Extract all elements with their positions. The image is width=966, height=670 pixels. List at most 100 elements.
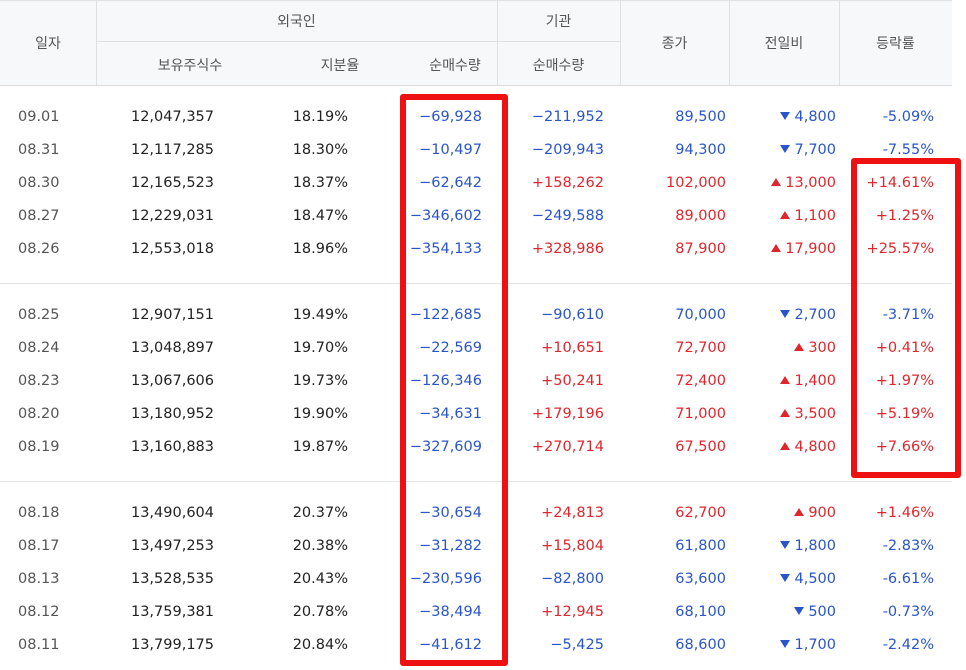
rate-cell: -6.61% [882,571,934,587]
holdings-cell: 13,180,952 [130,406,214,422]
rate-cell: +25.57% [866,241,934,257]
institution-net-cell: +270,714 [531,439,604,455]
ratio-cell: 20.37% [292,505,348,521]
close-cell: 67,500 [675,439,726,455]
foreign-net-cell: −38,494 [419,604,482,620]
foreign-net-cell: −69,928 [419,109,482,125]
holdings-cell: 13,160,883 [130,439,214,455]
triangle-down-icon [780,310,791,318]
ratio-cell: 19.70% [292,340,348,356]
group-separator [0,283,952,284]
ratio-cell: 19.87% [292,439,348,455]
rate-cell: +5.19% [875,406,934,422]
close-cell: 70,000 [675,307,726,323]
foreign-net-cell: −122,685 [409,307,482,323]
institution-net-cell: −5,425 [550,637,604,653]
holdings-cell: 13,497,253 [130,538,214,554]
header-divider [839,1,840,85]
change-cell: 3,500 [740,398,836,431]
rate-cell: -2.83% [882,538,934,554]
change-cell: 1,800 [740,530,836,563]
header-divider [96,1,97,85]
table-row: 08.17 13,497,253 20.38% −31,282 +15,804 61,80… [0,530,952,563]
triangle-down-icon [794,607,805,615]
institution-net-cell: +179,196 [531,406,604,422]
triangle-down-icon [780,541,791,549]
triangle-up-icon [780,376,791,384]
date-cell: 08.23 [18,373,60,389]
holdings-cell: 13,528,535 [130,571,214,587]
change-value: 7,700 [794,142,836,158]
change-cell: 1,400 [740,365,836,398]
holdings-cell: 13,759,381 [130,604,214,620]
table-row: 08.11 13,799,175 20.84% −41,612 −5,425 68,600… [0,629,952,662]
change-value: 13,000 [785,175,836,191]
holdings-cell: 12,047,357 [130,109,214,125]
close-cell: 102,000 [666,175,726,191]
change-value: 300 [808,340,836,356]
table-row: 08.31 12,117,285 18.30% −10,497 −209,943 94,3… [0,134,952,167]
change-cell: 1,700 [740,629,836,662]
header-foreign-group: 외국인 [277,14,316,30]
header-date: 일자 [35,36,61,52]
change-cell: 2,700 [740,299,836,332]
rate-cell: +0.41% [875,340,934,356]
change-cell: 17,900 [740,233,836,266]
triangle-down-icon [780,574,791,582]
change-cell: 300 [740,332,836,365]
change-value: 4,800 [794,439,836,455]
foreign-net-cell: −126,346 [409,373,482,389]
change-cell: 500 [740,596,836,629]
header-divider [497,1,498,85]
rate-cell: -7.55% [882,142,934,158]
ratio-cell: 19.73% [292,373,348,389]
triangle-up-icon [794,343,805,351]
change-cell: 4,800 [740,431,836,464]
rate-cell: +1.97% [875,373,934,389]
change-cell: 1,100 [740,200,836,233]
institution-net-cell: +12,945 [541,604,604,620]
change-value: 2,700 [794,307,836,323]
institution-net-cell: −209,943 [531,142,604,158]
institution-net-cell: +328,986 [531,241,604,257]
close-cell: 68,600 [675,637,726,653]
foreign-net-cell: −41,612 [419,637,482,653]
ratio-cell: 18.30% [292,142,348,158]
table-row: 08.12 13,759,381 20.78% −38,494 +12,945 68,10… [0,596,952,629]
date-cell: 09.01 [18,109,60,125]
ratio-cell: 20.38% [292,538,348,554]
header-divider [620,1,621,85]
table-row: 08.18 13,490,604 20.37% −30,654 +24,813 62,70… [0,497,952,530]
triangle-up-icon [771,244,782,252]
rate-cell: +14.61% [866,175,934,191]
foreign-net-cell: −230,596 [409,571,482,587]
table-row: 08.25 12,907,151 19.49% −122,685 −90,610 70,0… [0,299,952,332]
holdings-cell: 13,067,606 [130,373,214,389]
ratio-cell: 20.78% [292,604,348,620]
holdings-cell: 13,048,897 [130,340,214,356]
ratio-cell: 20.43% [292,571,348,587]
rate-cell: -5.09% [882,109,934,125]
close-cell: 61,800 [675,538,726,554]
foreign-net-cell: −22,569 [419,340,482,356]
institution-net-cell: +15,804 [541,538,604,554]
header-divider [96,41,620,42]
ratio-cell: 20.84% [292,637,348,653]
rate-cell: -3.71% [882,307,934,323]
date-cell: 08.30 [18,175,60,191]
foreign-net-cell: −327,609 [409,439,482,455]
change-value: 500 [808,604,836,620]
table-row: 08.24 13,048,897 19.70% −22,569 +10,651 72,70… [0,332,952,365]
date-cell: 08.13 [18,571,60,587]
table-row: 08.26 12,553,018 18.96% −354,133 +328,986 87,… [0,233,952,266]
header-close: 종가 [661,36,688,52]
ratio-cell: 19.49% [292,307,348,323]
close-cell: 68,100 [675,604,726,620]
triangle-up-icon [780,442,791,450]
triangle-down-icon [780,112,791,120]
institution-net-cell: +158,262 [531,175,604,191]
close-cell: 89,500 [675,109,726,125]
institution-net-cell: +50,241 [541,373,604,389]
close-cell: 71,000 [675,406,726,422]
institution-net-cell: +10,651 [541,340,604,356]
